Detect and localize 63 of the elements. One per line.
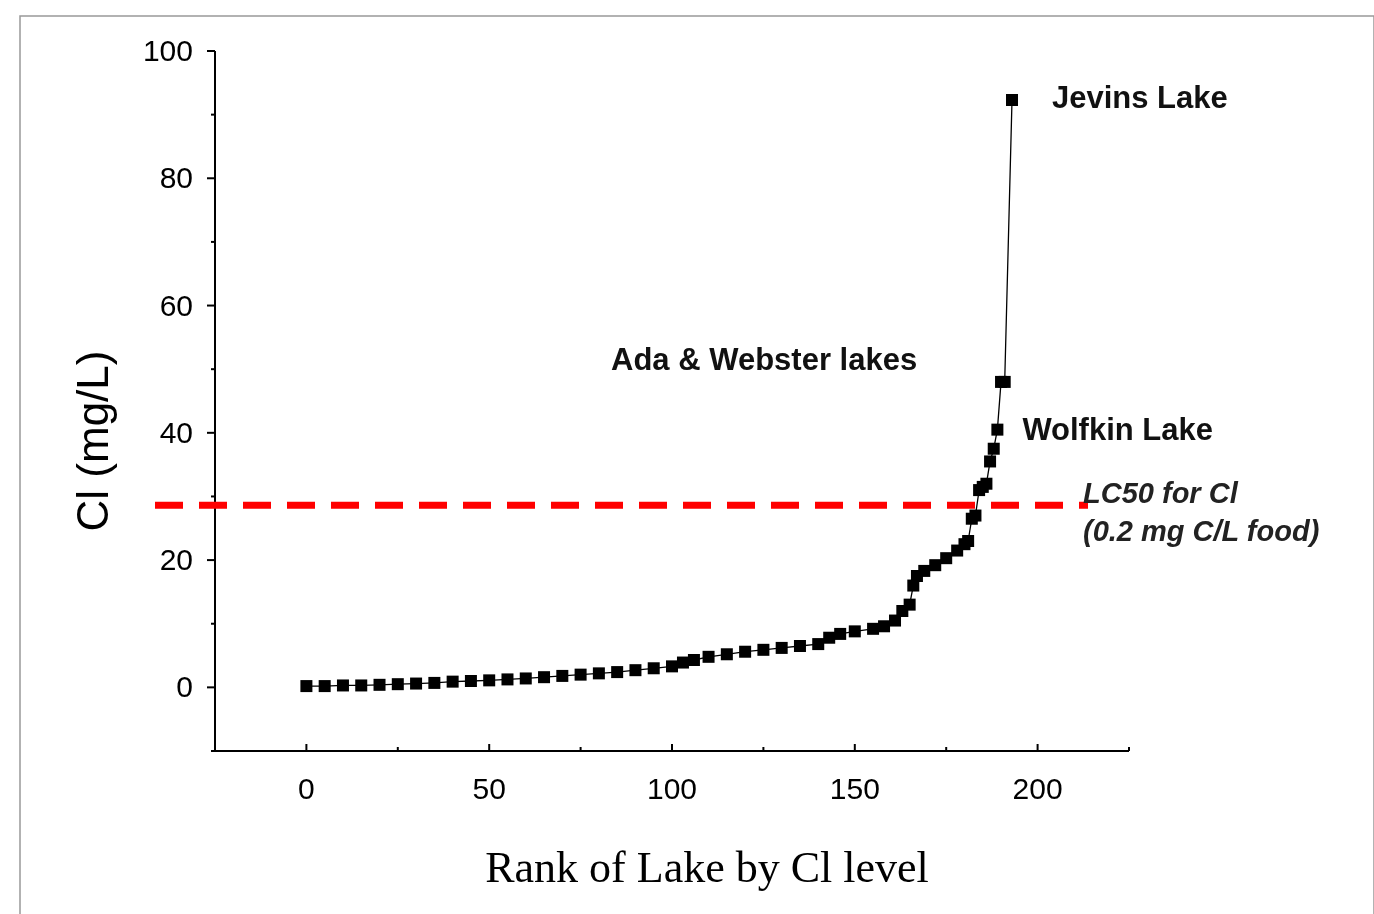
point — [373, 678, 386, 691]
annotation: Ada & Webster lakes — [611, 341, 918, 377]
point — [940, 552, 953, 565]
x-axis-title: Rank of Lake by Cl level — [485, 843, 929, 892]
point — [739, 645, 752, 658]
point — [878, 620, 891, 633]
point — [991, 423, 1004, 436]
point — [647, 662, 660, 675]
point — [519, 672, 532, 685]
x-tick-label: 0 — [298, 772, 315, 805]
point — [629, 664, 642, 677]
point — [918, 564, 931, 577]
point — [483, 674, 496, 687]
y-tick-label: 20 — [159, 543, 193, 577]
point — [556, 669, 569, 682]
point — [823, 631, 836, 644]
point — [702, 650, 715, 663]
point — [574, 668, 587, 681]
x-tick-label: 100 — [646, 772, 698, 805]
point — [446, 675, 459, 688]
y-tick-label: 80 — [159, 161, 193, 195]
y-tick-label: 60 — [159, 288, 193, 322]
point — [1006, 94, 1019, 106]
y-axis-title: Cl (mg/L) — [68, 350, 117, 532]
point — [428, 676, 441, 689]
point — [812, 638, 825, 651]
point — [889, 614, 902, 627]
point — [848, 625, 861, 638]
point — [867, 622, 880, 635]
point — [410, 677, 423, 690]
annotation: Jevins Lake — [1052, 80, 1228, 115]
point — [962, 535, 975, 547]
point — [666, 660, 678, 673]
point — [355, 679, 368, 692]
point — [300, 680, 313, 693]
point — [775, 641, 788, 654]
point — [391, 678, 404, 691]
y-tick-label: 100 — [142, 34, 193, 67]
point — [987, 442, 1000, 455]
point — [611, 666, 624, 679]
point — [793, 640, 806, 652]
point — [980, 477, 993, 490]
point — [464, 675, 477, 687]
point — [592, 667, 605, 680]
point — [687, 654, 700, 666]
x-tick-label: 50 — [472, 772, 506, 805]
point — [929, 559, 942, 572]
ref-line-label: LC50 for Cl (0.2 mg C/L food) — [1083, 477, 1320, 548]
point — [538, 671, 551, 684]
point — [720, 648, 733, 661]
x-tick-label: 200 — [1012, 772, 1063, 805]
y-tick-label: 0 — [176, 670, 193, 704]
point — [834, 627, 847, 640]
point — [903, 598, 916, 611]
point — [969, 509, 982, 522]
y-tick-label: 40 — [159, 415, 193, 449]
point — [336, 679, 349, 692]
x-tick-label: 150 — [829, 772, 880, 805]
point — [501, 673, 514, 686]
point — [757, 643, 770, 656]
point — [318, 680, 331, 693]
annotation: Wolfkin Lake — [1022, 411, 1214, 447]
point — [984, 455, 997, 468]
